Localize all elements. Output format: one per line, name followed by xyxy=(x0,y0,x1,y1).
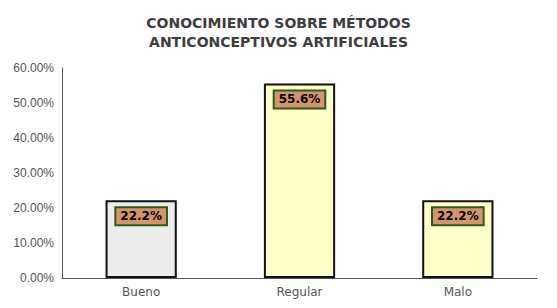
svg-text:60.00%: 60.00% xyxy=(13,61,54,75)
svg-text:20.00%: 20.00% xyxy=(13,201,54,215)
svg-text:30.00%: 30.00% xyxy=(13,166,54,180)
svg-text:10.00%: 10.00% xyxy=(13,236,54,250)
svg-text:0.00%: 0.00% xyxy=(20,271,54,285)
svg-text:22.2%: 22.2% xyxy=(437,209,479,223)
svg-text:Bueno: Bueno xyxy=(122,285,160,299)
svg-text:55.6%: 55.6% xyxy=(279,92,321,106)
svg-text:ANTICONCEPTIVOS ARTIFICIALES: ANTICONCEPTIVOS ARTIFICIALES xyxy=(149,34,408,50)
svg-text:Regular: Regular xyxy=(276,285,322,299)
svg-text:Malo: Malo xyxy=(444,285,472,299)
svg-text:22.2%: 22.2% xyxy=(120,209,162,223)
svg-text:CONOCIMIENTO SOBRE MÉTODOS: CONOCIMIENTO SOBRE MÉTODOS xyxy=(146,15,410,31)
svg-text:40.00%: 40.00% xyxy=(13,131,54,145)
svg-text:50.00%: 50.00% xyxy=(13,96,54,110)
